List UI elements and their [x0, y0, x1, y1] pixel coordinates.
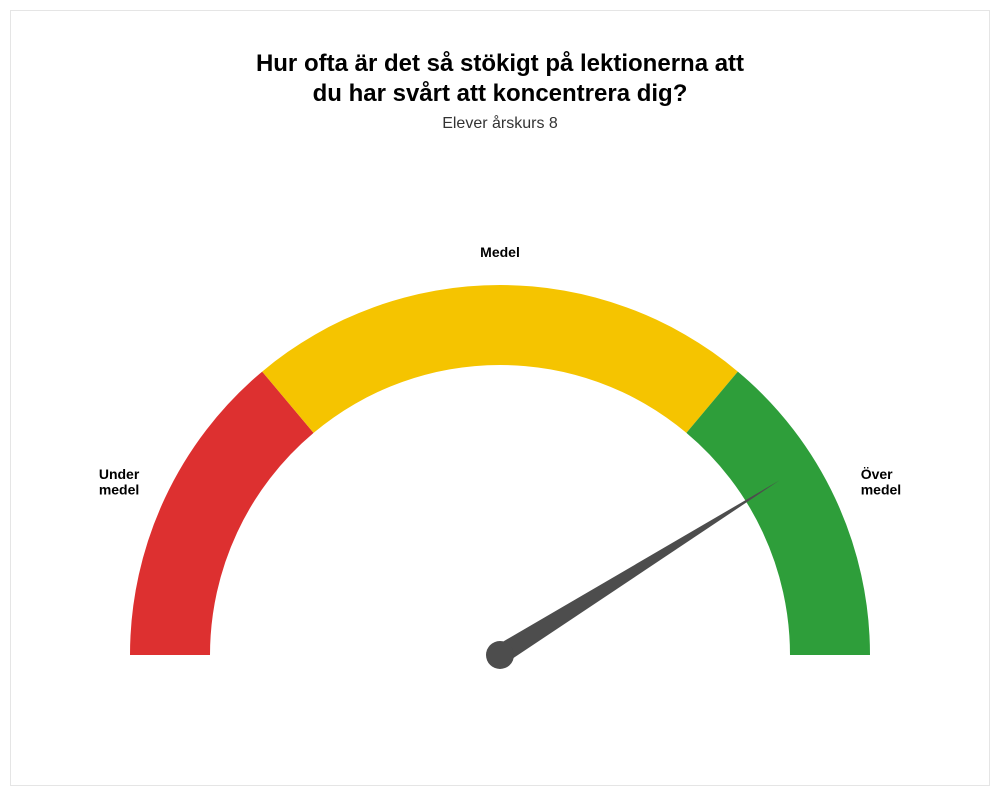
- gauge-segment-medel: [262, 285, 738, 433]
- gauge-label-over: medel: [861, 481, 901, 497]
- gauge-needle-pivot: [486, 641, 514, 669]
- gauge-segment-under: [130, 372, 314, 655]
- gauge-label-under: Under: [99, 466, 140, 482]
- gauge-label-under: medel: [99, 481, 139, 497]
- chart-card: Hur ofta är det så stökigt på lektionern…: [10, 10, 990, 786]
- gauge-needle: [495, 480, 780, 663]
- chart-subtitle: Elever årskurs 8: [11, 115, 989, 133]
- chart-title: Hur ofta är det så stökigt på lektionern…: [11, 49, 989, 109]
- gauge-segment-over: [686, 372, 870, 655]
- gauge-svg: UndermedelMedelÖvermedel: [60, 215, 940, 715]
- gauge-label-medel: Medel: [480, 244, 520, 260]
- title-line-1: Hur ofta är det så stökigt på lektionern…: [256, 50, 744, 77]
- gauge-label-over: Över: [861, 466, 893, 482]
- gauge-chart: UndermedelMedelÖvermedel: [11, 215, 989, 715]
- title-line-2: du har svårt att koncentrera dig?: [313, 80, 688, 107]
